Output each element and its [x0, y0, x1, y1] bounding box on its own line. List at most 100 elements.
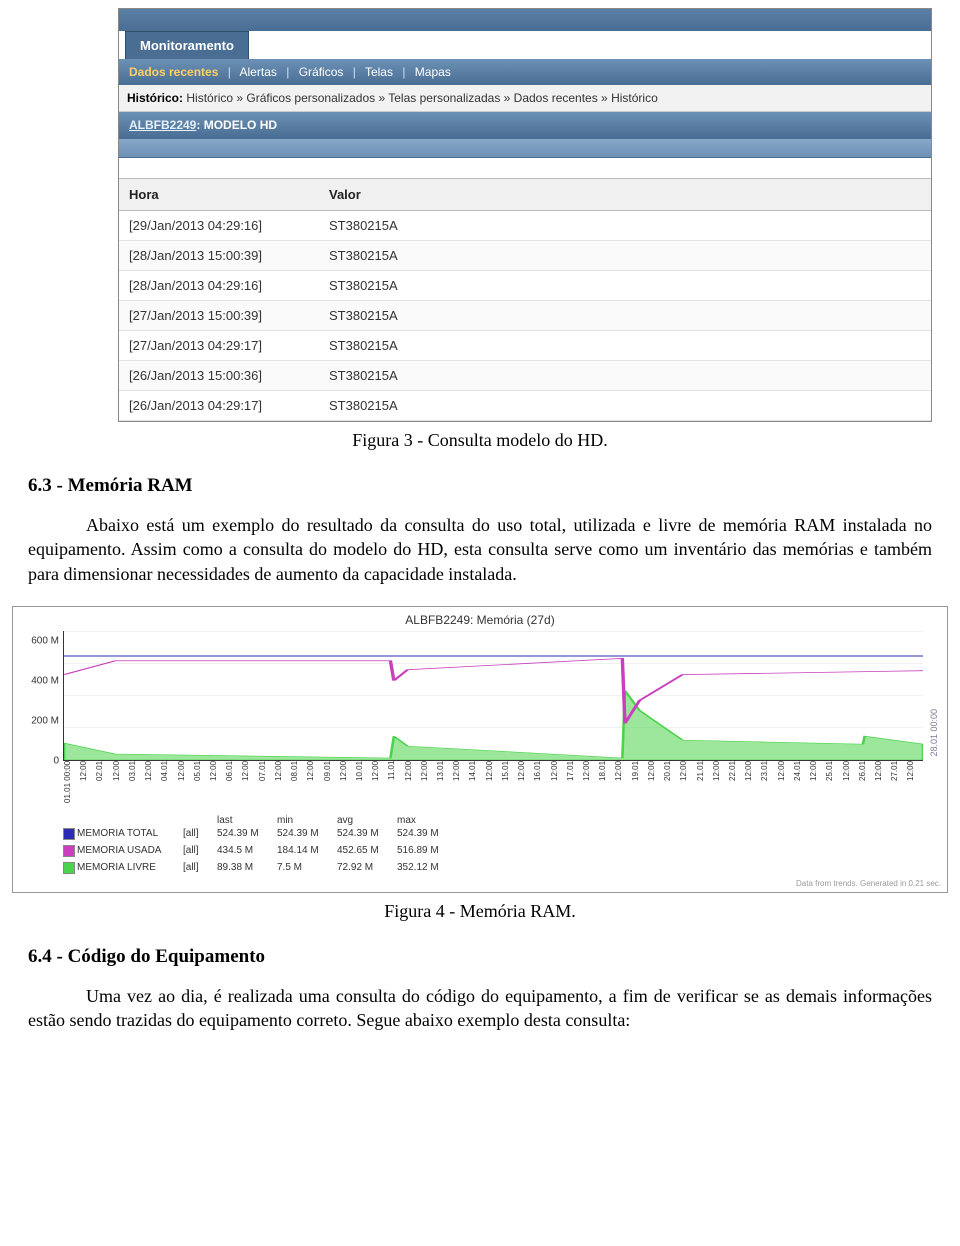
- xtick: 23.01: [760, 761, 776, 809]
- xtick: 12:00: [144, 761, 160, 809]
- legend-value: [all]: [183, 828, 217, 843]
- bc-4[interactable]: Histórico: [611, 91, 658, 105]
- subnav: Dados recentes | Alertas | Gráficos | Te…: [119, 59, 931, 85]
- legend-value: 72.92 M: [337, 862, 397, 877]
- xtick: 12:00: [452, 761, 468, 809]
- section-6-3-title: 6.3 - Memória RAM: [28, 475, 932, 497]
- gap: [119, 158, 931, 178]
- table-row: [26/Jan/2013 04:29:17]ST380215A: [119, 391, 931, 421]
- ytick: 0: [53, 755, 59, 766]
- xtick: 12:00: [874, 761, 890, 809]
- xtick: 06.01: [225, 761, 241, 809]
- xtick: 03.01: [128, 761, 144, 809]
- cell-valor: ST380215A: [319, 331, 931, 361]
- subnav-dados-recentes[interactable]: Dados recentes: [129, 65, 218, 79]
- legend-value: 524.39 M: [397, 828, 457, 843]
- xtick: 12:00: [517, 761, 533, 809]
- breadcrumb: Histórico: Histórico » Gráficos personal…: [119, 85, 931, 112]
- legend-value: 434.5 M: [217, 845, 277, 860]
- col-valor: Valor: [319, 179, 931, 211]
- legend-value: 352.12 M: [397, 862, 457, 877]
- cell-valor: ST380215A: [319, 241, 931, 271]
- xtick: 12:00: [420, 761, 436, 809]
- cell-hora: [29/Jan/2013 04:29:16]: [119, 211, 319, 241]
- xtick: 10.01: [355, 761, 371, 809]
- xtick: 21.01: [696, 761, 712, 809]
- memory-chart-panel: ALBFB2249: Memória (27d) 0200 M400 M600 …: [12, 606, 948, 893]
- col-hora: Hora: [119, 179, 319, 211]
- table-row: [29/Jan/2013 04:29:16]ST380215A: [119, 211, 931, 241]
- cell-valor: ST380215A: [319, 391, 931, 421]
- xtick: 12:00: [209, 761, 225, 809]
- xtick: 09.01: [323, 761, 339, 809]
- xtick: 12:00: [404, 761, 420, 809]
- cell-hora: [26/Jan/2013 15:00:36]: [119, 361, 319, 391]
- xtick: 12:00: [306, 761, 322, 809]
- legend-header: avg: [337, 815, 397, 826]
- subnav-graficos[interactable]: Gráficos: [299, 65, 344, 79]
- chart-yaxis: 0200 M400 M600 M: [19, 631, 63, 761]
- xtick: 12:00: [241, 761, 257, 809]
- xtick: 12:00: [550, 761, 566, 809]
- cell-valor: ST380215A: [319, 271, 931, 301]
- section-6-4-title: 6.4 - Código do Equipamento: [28, 946, 932, 968]
- xtick: 12:00: [842, 761, 858, 809]
- xtick: 24.01: [793, 761, 809, 809]
- chart-right-vtext: 28.01 00:00: [929, 709, 939, 757]
- legend-header: last: [217, 815, 277, 826]
- caption-fig3: Figura 3 - Consulta modelo do HD.: [0, 430, 960, 451]
- legend-value: 524.39 M: [277, 828, 337, 843]
- host-link[interactable]: ALBFB2249: [129, 118, 196, 132]
- zabbix-history-panel: Monitoramento Dados recentes | Alertas |…: [118, 8, 932, 422]
- xtick: 12:00: [809, 761, 825, 809]
- legend-header: min: [277, 815, 337, 826]
- host-item: MODELO HD: [204, 118, 277, 132]
- xtick: 19.01: [631, 761, 647, 809]
- subnav-alertas[interactable]: Alertas: [240, 65, 277, 79]
- caption-fig4: Figura 4 - Memória RAM.: [0, 901, 960, 922]
- subnav-telas[interactable]: Telas: [365, 65, 393, 79]
- xtick: 12:00: [647, 761, 663, 809]
- subnav-mapas[interactable]: Mapas: [415, 65, 451, 79]
- bc-3[interactable]: Dados recentes: [514, 91, 598, 105]
- xtick: 01.01 00:00: [63, 761, 79, 809]
- cell-valor: ST380215A: [319, 361, 931, 391]
- xtick: 13.01: [436, 761, 452, 809]
- legend-value: 7.5 M: [277, 862, 337, 877]
- legend-label: MEMORIA LIVRE: [77, 862, 183, 877]
- cell-hora: [28/Jan/2013 04:29:16]: [119, 271, 319, 301]
- ytick: 200 M: [31, 715, 59, 726]
- chart-footer: Data from trends. Generated in 0.21 sec.: [19, 879, 941, 888]
- legend-value: [all]: [183, 862, 217, 877]
- xtick: 22.01: [728, 761, 744, 809]
- bc-0[interactable]: Histórico: [186, 91, 233, 105]
- tab-monitoramento[interactable]: Monitoramento: [125, 31, 249, 59]
- host-header: ALBFB2249: MODELO HD: [119, 112, 931, 138]
- ytick: 400 M: [31, 675, 59, 686]
- legend-value: 524.39 M: [217, 828, 277, 843]
- xtick: 12:00: [906, 761, 922, 809]
- xtick: 12:00: [679, 761, 695, 809]
- legend-value: 516.89 M: [397, 845, 457, 860]
- cell-hora: [28/Jan/2013 15:00:39]: [119, 241, 319, 271]
- legend-label: MEMORIA TOTAL: [77, 828, 183, 843]
- legend-value: 452.65 M: [337, 845, 397, 860]
- legend-swatch: [63, 828, 77, 843]
- xtick: 07.01: [258, 761, 274, 809]
- xtick: 12:00: [371, 761, 387, 809]
- cell-hora: [27/Jan/2013 15:00:39]: [119, 301, 319, 331]
- xtick: 20.01: [663, 761, 679, 809]
- legend-swatch: [63, 845, 77, 860]
- xtick: 11.01: [387, 761, 403, 809]
- blue-stripe: [119, 138, 931, 158]
- xtick: 12:00: [582, 761, 598, 809]
- xtick: 14.01: [468, 761, 484, 809]
- cell-hora: [27/Jan/2013 04:29:17]: [119, 331, 319, 361]
- bc-2[interactable]: Telas personalizadas: [388, 91, 500, 105]
- chart-title: ALBFB2249: Memória (27d): [19, 613, 941, 627]
- legend-swatch: [63, 862, 77, 877]
- table-row: [27/Jan/2013 15:00:39]ST380215A: [119, 301, 931, 331]
- bc-1[interactable]: Gráficos personalizados: [246, 91, 375, 105]
- xtick: 08.01: [290, 761, 306, 809]
- legend-value: [all]: [183, 845, 217, 860]
